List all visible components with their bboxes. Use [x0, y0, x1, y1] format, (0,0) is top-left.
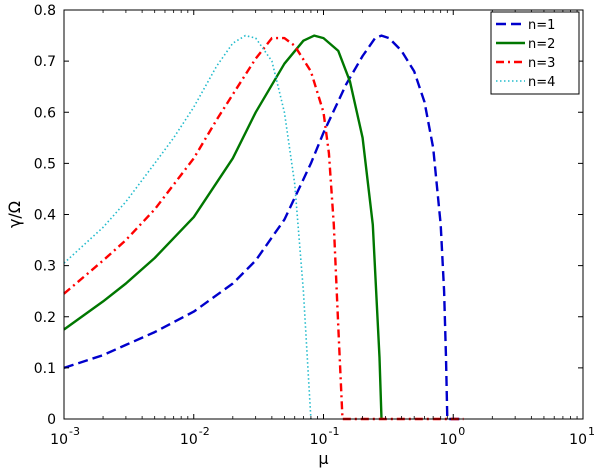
y-tick-label: 0.6: [34, 105, 56, 121]
series-line-2: [63, 34, 383, 420]
series-line-1: [63, 34, 464, 421]
y-tick-label: 0.5: [34, 156, 56, 172]
legend-label-2: n=2: [528, 37, 555, 52]
y-tick-label: 0.4: [34, 208, 56, 224]
y-axis-label: γ/Ω: [5, 201, 24, 228]
series-layer: [63, 34, 464, 421]
x-tick-label-exponent: -1: [329, 425, 340, 438]
x-tick-label: 10: [50, 432, 68, 448]
ticks-layer: 10-310-210-110010100.10.20.30.40.50.60.7…: [34, 3, 595, 448]
y-tick-label: 0.1: [34, 361, 56, 377]
y-tick-label: 0.7: [34, 54, 56, 70]
x-tick-label-exponent: -2: [199, 425, 210, 438]
x-tick-label-exponent: -3: [69, 425, 80, 438]
x-tick-label: 10: [439, 432, 457, 448]
x-tick-label-exponent: 1: [588, 425, 595, 438]
x-tick-label: 10: [569, 432, 587, 448]
legend-label-4: n=4: [528, 75, 555, 90]
y-tick-label: 0: [47, 412, 56, 428]
legend-label-1: n=1: [528, 18, 555, 33]
legend-label-3: n=3: [528, 56, 555, 71]
x-tick-label-exponent: 0: [458, 425, 465, 438]
x-tick-label: 10: [310, 432, 328, 448]
y-tick-label: 0.3: [34, 259, 56, 275]
y-tick-label: 0.8: [34, 3, 56, 19]
y-tick-label: 0.2: [34, 310, 56, 326]
series-line-3: [63, 36, 464, 421]
x-tick-label: 10: [180, 432, 198, 448]
legend: n=1 n=2 n=3 n=4: [490, 11, 580, 95]
legend-box: [490, 11, 580, 95]
series-line-4: [63, 34, 312, 420]
x-axis-label: μ: [318, 449, 328, 468]
